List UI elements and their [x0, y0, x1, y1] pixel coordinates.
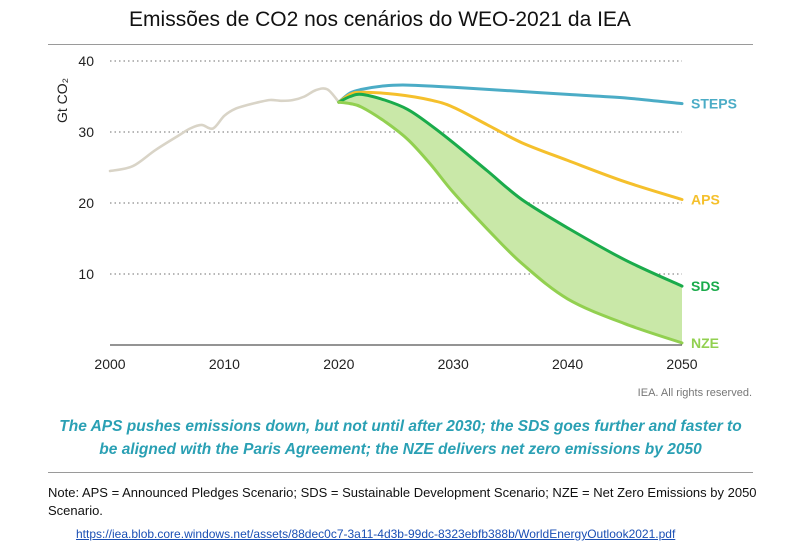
- y-tick-label: 20: [78, 195, 94, 211]
- series-line-historical: [108, 87, 341, 173]
- series-line-steps: [337, 83, 684, 106]
- y-tick-label: 30: [78, 124, 94, 140]
- series-line-aps: [337, 90, 684, 201]
- x-tick-label: 2040: [552, 356, 583, 372]
- grid-layer: [110, 60, 682, 275]
- caption-line-1: The APS pushes emissions down, but not u…: [59, 418, 742, 435]
- x-tick-label: 2010: [209, 356, 240, 372]
- series-label-nze: NZE: [691, 335, 719, 351]
- y-axis-label: Gt CO₂: [54, 78, 70, 123]
- x-tick-label: 2050: [666, 356, 697, 372]
- line-layer: [108, 83, 684, 345]
- caption-line-2: be aligned with the Paris Agreement; the…: [99, 441, 702, 458]
- x-tick-label: 2000: [94, 356, 125, 372]
- series-line-nze: [337, 100, 684, 345]
- source-link[interactable]: https://iea.blob.core.windows.net/assets…: [76, 527, 676, 541]
- y-tick-label: 10: [78, 266, 94, 282]
- chart-caption: The APS pushes emissions down, but not u…: [48, 415, 753, 461]
- top-divider: [48, 44, 753, 45]
- y-tick-label: 40: [78, 53, 94, 69]
- series-label-steps: STEPS: [691, 96, 737, 112]
- x-tick-label: 2020: [323, 356, 354, 372]
- series-label-aps: APS: [691, 191, 720, 207]
- series-line-sds: [337, 92, 684, 288]
- note-text: Note: APS = Announced Pledges Scenario; …: [48, 485, 757, 518]
- credit-text: IEA. All rights reserved.: [637, 387, 752, 399]
- page-title: Emissões de CO2 nos cenários do WEO-2021…: [129, 8, 631, 31]
- series-label-sds: SDS: [691, 278, 720, 294]
- x-tick-label: 2030: [438, 356, 469, 372]
- bottom-divider: [48, 472, 753, 473]
